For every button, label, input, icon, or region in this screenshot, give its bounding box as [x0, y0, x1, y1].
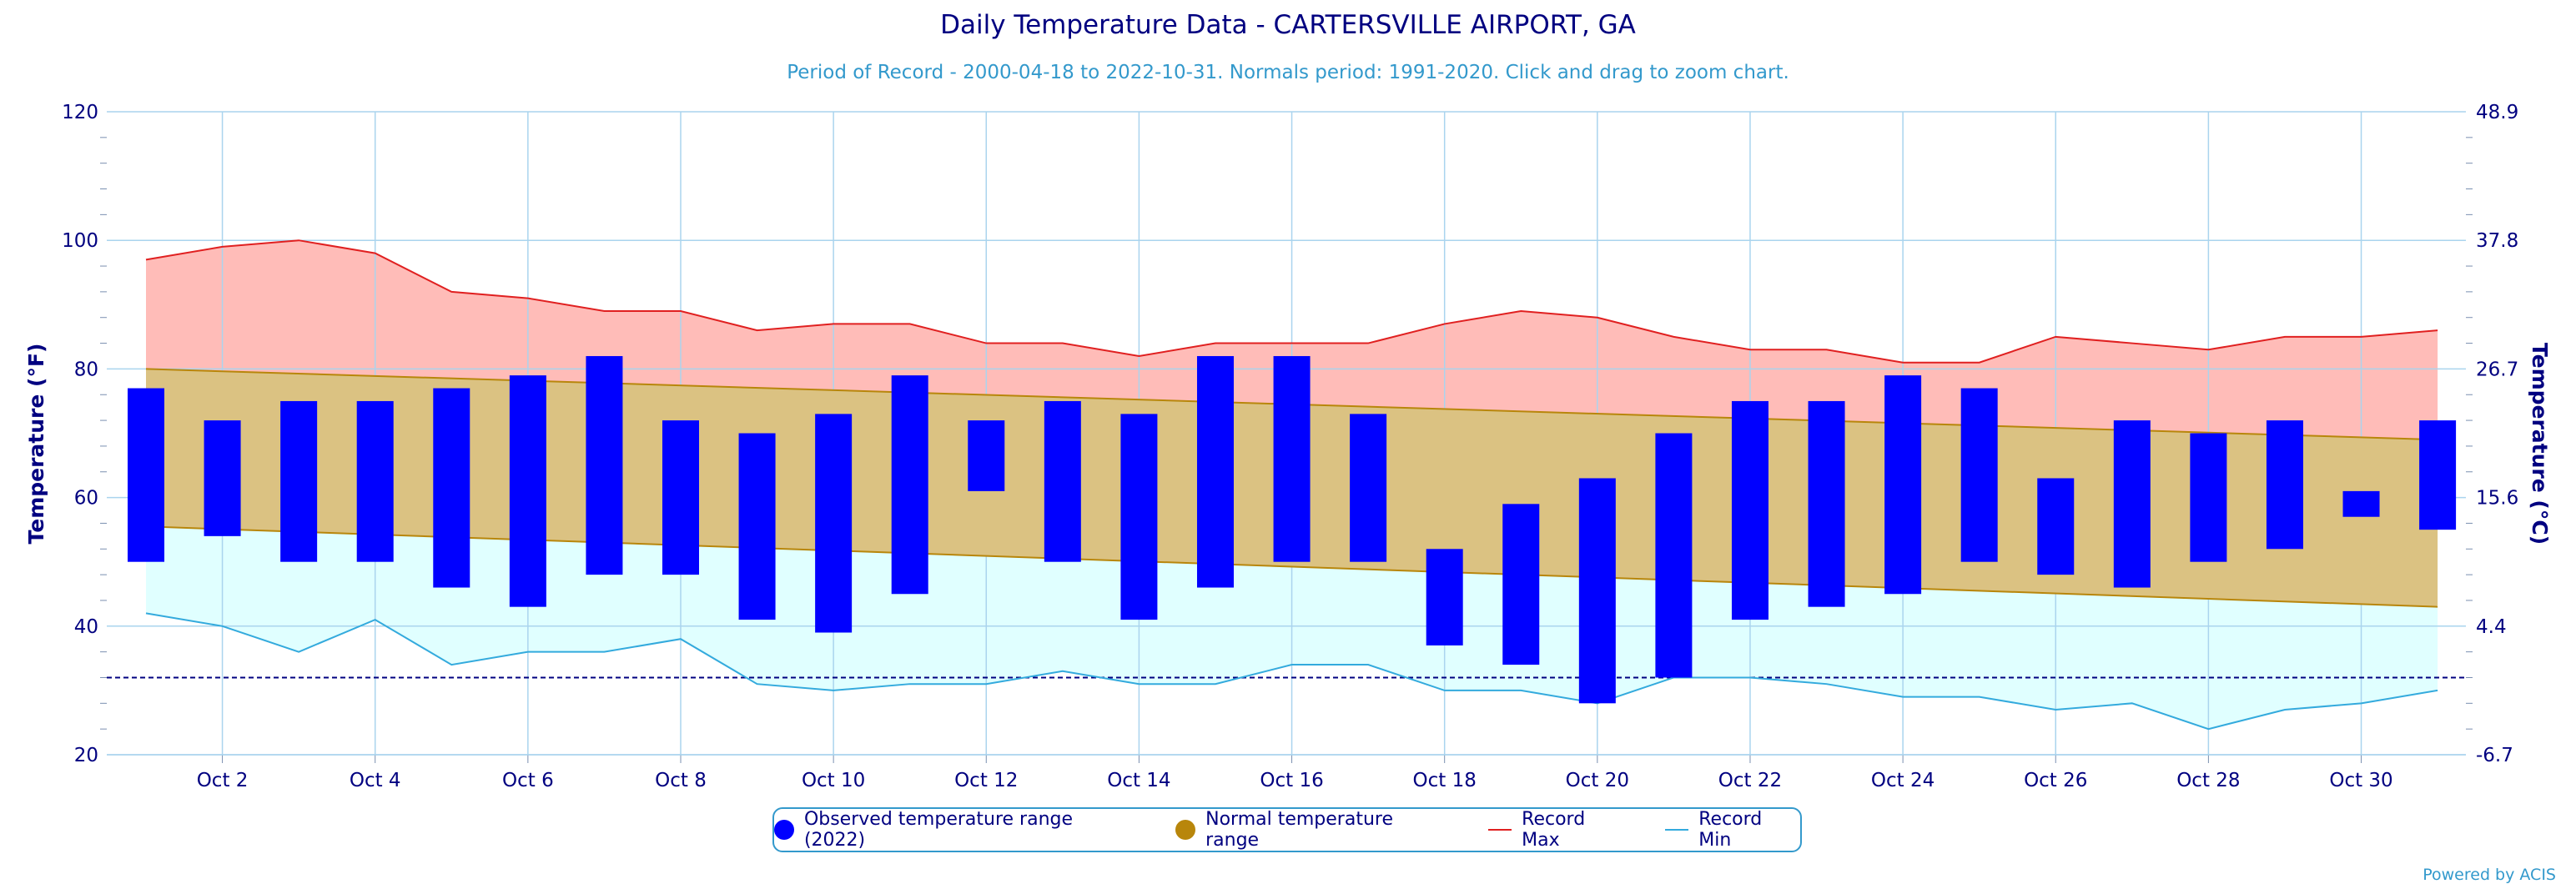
x-tick-label: Oct 8	[655, 770, 707, 791]
x-tick-label: Oct 24	[1871, 770, 1935, 791]
legend-normal-label: Normal temperature range	[1205, 809, 1394, 851]
x-tick-label: Oct 26	[2024, 770, 2087, 791]
record-min-line	[145, 612, 2438, 731]
x-tick-label: Oct 2	[197, 770, 249, 791]
observed-range-bar[interactable]	[2419, 420, 2457, 530]
observed-range-bar[interactable]	[1273, 355, 1311, 562]
x-tick-label: Oct 28	[2176, 770, 2240, 791]
observed-range-bar[interactable]	[815, 414, 853, 633]
observed-range-bar[interactable]	[433, 388, 470, 588]
observed-range-bar[interactable]	[1044, 400, 1081, 562]
chart-title: Daily Temperature Data - CARTERSVILLE AI…	[940, 10, 1636, 40]
x-tick-label: Oct 16	[1260, 770, 1323, 791]
observed-range-bar[interactable]	[1655, 433, 1693, 678]
x-tick-label: Oct 10	[802, 770, 865, 791]
y-axis-title-right: Temperature (°C)	[2528, 343, 2552, 545]
observed-range-bar[interactable]	[662, 420, 699, 575]
y-axis-title-left: Temperature (°F)	[24, 344, 48, 545]
x-tick-label: Oct 6	[502, 770, 554, 791]
legend-item-record-min[interactable]: Record Min	[1665, 809, 1800, 851]
observed-range-bar[interactable]	[2037, 478, 2075, 575]
y-tick-label-left: 60	[74, 488, 98, 510]
observed-range-bar[interactable]	[891, 375, 928, 595]
x-tick-label: Oct 12	[954, 770, 1018, 791]
legend-normal-marker	[1175, 820, 1196, 840]
observed-range-bar[interactable]	[2190, 433, 2227, 562]
legend-record-min-marker	[1665, 829, 1689, 831]
observed-range-bar[interactable]	[204, 420, 241, 536]
observed-range-bar[interactable]	[2113, 420, 2151, 588]
observed-range-bar[interactable]	[1884, 375, 1922, 595]
legend-record-max-label: Record Max	[1522, 809, 1586, 851]
observed-range-bar[interactable]	[1120, 414, 1158, 620]
legend-record-min-label: Record Min	[1698, 809, 1763, 851]
observed-range-bar[interactable]	[1502, 504, 1540, 665]
observed-range-bar[interactable]	[356, 400, 394, 562]
x-tick-label: Oct 20	[1566, 770, 1629, 791]
legend-item-observed[interactable]: Observed temperature range (2022)	[774, 809, 1139, 851]
legend: Observed temperature range (2022) Normal…	[772, 807, 1802, 852]
observed-range-bar[interactable]	[2266, 420, 2303, 550]
x-tick-label: Oct 18	[1413, 770, 1477, 791]
record-max-area	[146, 240, 2438, 440]
observed-range-bar[interactable]	[1196, 355, 1234, 588]
observed-range-bar[interactable]	[738, 433, 776, 620]
axes: 20 40 60 80 100 120 -6.7 4.4 15.6 26.7 37.8 48.9 Oct…	[62, 102, 2518, 791]
observed-range-bar[interactable]	[1350, 414, 1387, 562]
legend-observed-marker	[774, 820, 794, 840]
observed-bars	[128, 355, 2457, 704]
observed-range-bar[interactable]	[1808, 400, 1845, 607]
x-tick-label: Oct 4	[350, 770, 401, 791]
x-tick-label: Oct 22	[1718, 770, 1782, 791]
y-tick-label-right: 15.6	[2476, 488, 2518, 510]
observed-range-bar[interactable]	[280, 400, 318, 562]
y-tick-label-left: 80	[74, 359, 98, 380]
y-tick-label-left: 100	[62, 230, 98, 252]
legend-observed-label: Observed temperature range (2022)	[803, 809, 1074, 851]
y-tick-label-right: 4.4	[2476, 616, 2507, 638]
y-tick-label-left: 20	[74, 745, 98, 766]
legend-item-normal[interactable]: Normal temperature range	[1175, 809, 1452, 851]
x-tick-label: Oct 30	[2329, 770, 2392, 791]
legend-item-record-max[interactable]: Record Max	[1488, 809, 1628, 851]
y-tick-label-right: -6.7	[2476, 745, 2513, 766]
y-tick-label-left: 40	[74, 616, 98, 638]
observed-range-bar[interactable]	[2342, 490, 2380, 517]
y-tick-label-right: 48.9	[2476, 102, 2518, 123]
observed-range-bar[interactable]	[1426, 549, 1463, 645]
legend-record-max-marker	[1488, 829, 1512, 831]
y-tick-label-right: 37.8	[2476, 230, 2518, 252]
observed-range-bar[interactable]	[128, 388, 164, 562]
observed-range-bar[interactable]	[1578, 478, 1616, 704]
observed-range-bar[interactable]	[586, 355, 623, 575]
observed-range-bar[interactable]	[1731, 400, 1768, 620]
record-lines	[107, 239, 2466, 731]
y-tick-label-right: 26.7	[2476, 359, 2518, 380]
credits-link[interactable]: Powered by ACIS	[2423, 866, 2556, 884]
chart-subtitle: Period of Record - 2000-04-18 to 2022-10…	[787, 62, 1789, 83]
observed-range-bar[interactable]	[509, 375, 546, 607]
observed-range-bar[interactable]	[1960, 388, 1998, 562]
record-max-line	[145, 239, 2438, 364]
observed-range-bar[interactable]	[968, 420, 1005, 491]
y-tick-label-left: 120	[62, 102, 98, 123]
x-tick-label: Oct 14	[1107, 770, 1170, 791]
